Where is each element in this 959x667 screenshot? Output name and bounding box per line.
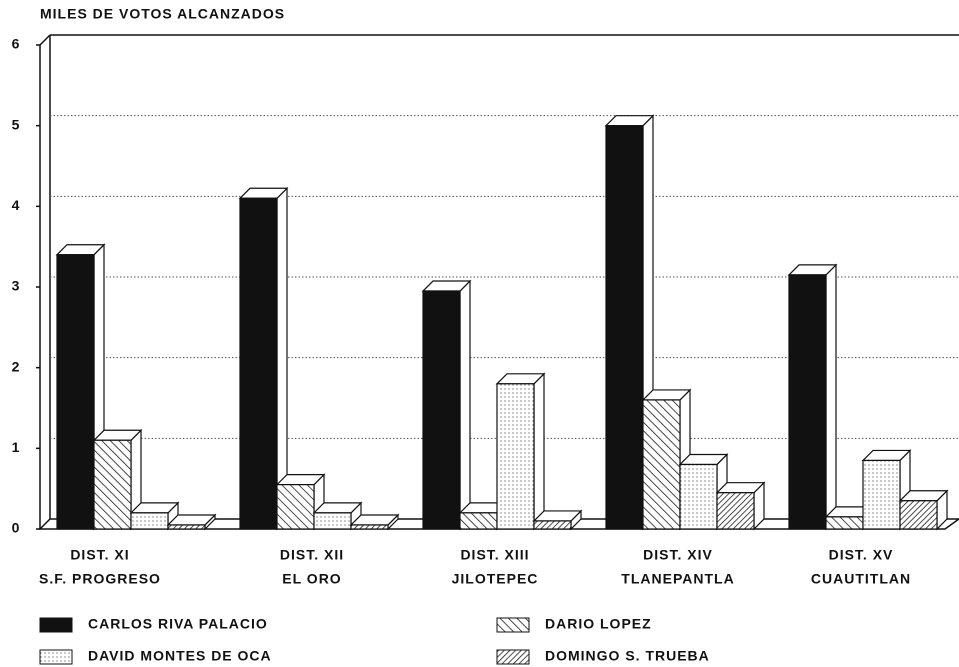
bar <box>605 125 644 530</box>
x-tick-label: CUAUTITLAN <box>811 571 911 587</box>
bar <box>167 524 206 530</box>
bar <box>422 290 461 530</box>
bar <box>130 512 169 530</box>
x-tick-label: JILOTEPEC <box>452 571 539 587</box>
y-tick-label: 3 <box>12 278 21 294</box>
legend-label: DAVID MONTES DE OCA <box>88 648 272 664</box>
axis-title: MILES DE VOTOS ALCANZADOS <box>40 6 285 22</box>
x-tick-label: DIST. XII <box>280 547 344 563</box>
bar <box>825 516 864 530</box>
bar <box>533 520 572 530</box>
axis-join <box>39 34 51 46</box>
x-tick-label: TLANEPANTLA <box>621 571 734 587</box>
bar <box>862 459 901 530</box>
bar <box>459 512 498 530</box>
bar <box>679 463 718 530</box>
legend-label: DOMINGO S. TRUEBA <box>545 648 710 664</box>
x-tick-label: S.F. PROGRESO <box>39 571 161 587</box>
bar <box>56 254 95 530</box>
legend-swatch <box>496 617 530 633</box>
y-tick-label: 2 <box>12 358 21 374</box>
bar <box>788 274 827 530</box>
y-tick-label: 4 <box>12 197 21 213</box>
legend-swatch <box>39 617 73 633</box>
bar <box>899 500 938 530</box>
x-tick-label: DIST. XI <box>70 547 129 563</box>
bar-side <box>825 263 837 531</box>
legend-label: CARLOS RIVA PALACIO <box>88 616 268 632</box>
bar <box>239 197 278 530</box>
legend-swatch <box>496 649 530 665</box>
bar <box>496 383 535 530</box>
legend-swatch <box>39 649 73 665</box>
y-tick-label: 6 <box>12 36 21 52</box>
bar-side <box>533 372 545 531</box>
x-tick-label: EL ORO <box>282 571 341 587</box>
bar <box>276 484 315 530</box>
bar <box>642 399 681 530</box>
bar <box>716 492 755 530</box>
x-tick-label: DIST. XIII <box>460 547 529 563</box>
bar <box>93 439 132 530</box>
y-tick-label: 5 <box>12 116 21 132</box>
legend-label: DARIO LOPEZ <box>545 616 652 632</box>
y-tick-label: 0 <box>12 520 21 536</box>
bar-side <box>459 279 471 531</box>
x-tick-label: DIST. XV <box>829 547 894 563</box>
x-tick-label: DIST. XIV <box>643 547 713 563</box>
bar <box>313 512 352 530</box>
y-tick-label: 1 <box>12 439 21 455</box>
bar <box>350 524 389 530</box>
